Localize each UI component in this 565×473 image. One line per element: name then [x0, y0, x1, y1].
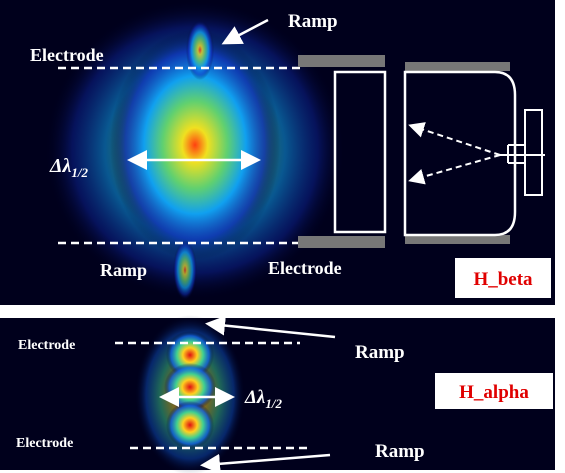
subscript: 1/2 — [71, 165, 88, 180]
electrode-bar — [405, 235, 510, 244]
subscript: 1/2 — [265, 396, 282, 411]
label: Electrode — [16, 436, 73, 451]
electrode-bar — [298, 236, 385, 248]
label: Ramp — [100, 260, 147, 280]
label: Electrode — [30, 45, 104, 65]
electrode-bar — [405, 62, 510, 71]
figure: Ramp Electrode Δλ1/2 Ramp Electrode H_be… — [0, 0, 565, 473]
label: Electrode — [268, 258, 342, 278]
symbol: Δλ — [244, 387, 265, 408]
label: Electrode — [18, 338, 75, 353]
electrode-bar — [298, 55, 385, 67]
label: Ramp — [375, 441, 425, 462]
emission-ramp — [173, 240, 197, 300]
symbol: Δλ — [49, 155, 72, 177]
line-label: H_beta — [473, 269, 533, 290]
emission-ramp — [186, 20, 214, 80]
label: Ramp — [355, 342, 405, 363]
line-label: H_alpha — [459, 382, 529, 403]
emission-spot — [166, 401, 214, 449]
label: Ramp — [288, 11, 338, 32]
